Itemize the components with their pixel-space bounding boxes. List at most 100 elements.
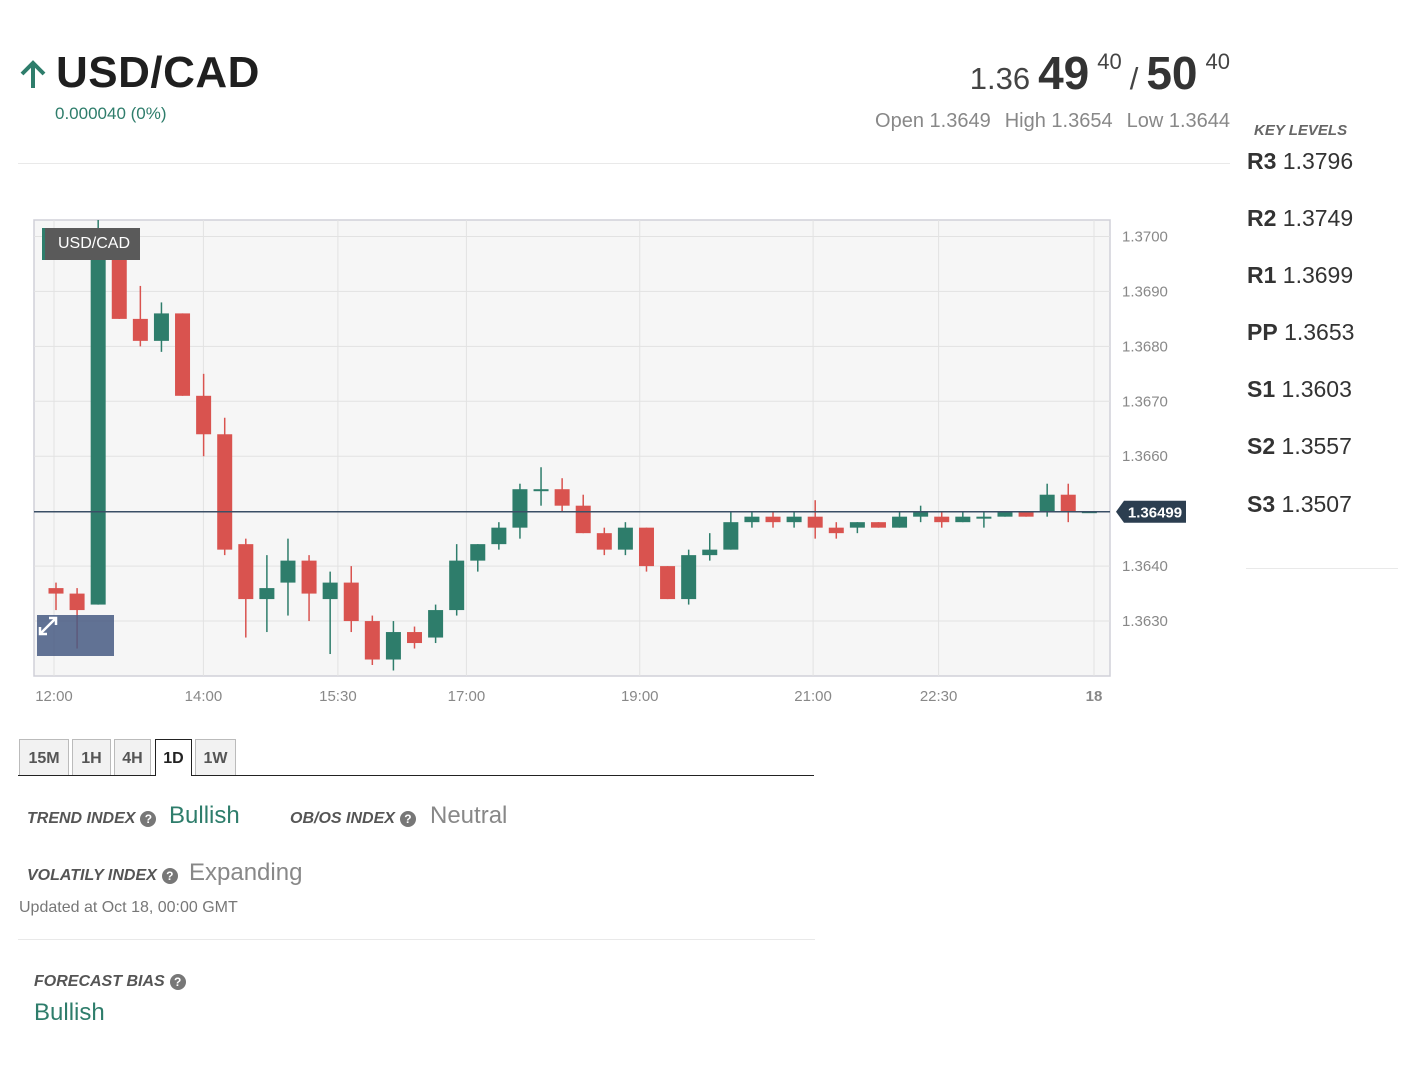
candle-down — [407, 632, 423, 644]
bid-prefix: 1.36 — [969, 61, 1031, 96]
timeframe-tabs: 15M 1H 4H 1D 1W — [18, 739, 814, 776]
candle-up — [322, 582, 338, 600]
candlestick-chart-svg[interactable]: 1.3700 1.3690 1.3680 1.3670 1.3660 1.3640 1.36… — [18, 210, 1218, 720]
candle-up — [449, 560, 465, 611]
candle-up — [786, 516, 802, 523]
candle-up — [681, 555, 697, 600]
candle-down — [1060, 494, 1076, 512]
candle-up — [702, 549, 718, 556]
key-level-r1: R1 1.3699 — [1247, 262, 1353, 289]
x-tick-label: 14:00 — [185, 688, 223, 705]
key-level-value: 1.3796 — [1282, 148, 1354, 174]
candle-up — [744, 516, 760, 523]
candle-down — [48, 588, 64, 594]
candle-down — [132, 318, 148, 341]
candle-up — [428, 610, 444, 638]
candle-down — [660, 566, 676, 600]
key-level-s2: S2 1.3557 — [1247, 433, 1352, 460]
candle-down — [807, 516, 823, 528]
key-level-name: S1 — [1247, 376, 1276, 402]
current-price-label: 1.36499 — [1128, 505, 1182, 522]
obos-index-value: Neutral — [430, 802, 508, 829]
candle-down — [596, 533, 612, 550]
forecast-bias-text: FORECAST BIAS — [34, 973, 165, 990]
candle-up — [259, 588, 275, 600]
candle-down — [175, 313, 191, 396]
key-level-name: R2 — [1247, 205, 1277, 231]
trend-index-value: Bullish — [169, 802, 240, 829]
forecast-bias-label: FORECAST BIAS ? — [34, 973, 186, 991]
help-icon[interactable]: ? — [169, 974, 186, 990]
current-price-tag — [1116, 500, 1186, 523]
y-tick-label: 1.3690 — [1122, 283, 1168, 300]
bid-fraction: 40 — [1097, 49, 1122, 74]
candle-down — [217, 434, 233, 550]
instrument-header: USD/CAD 0.000040 (0%) 1.36 49 40 / 50 40… — [18, 40, 1230, 164]
x-tick-label: 22:30 — [920, 688, 958, 705]
key-level-name: R1 — [1247, 262, 1277, 288]
open-high-low: Open 1.3649 High 1.3654 Low 1.3644 — [861, 110, 1230, 133]
x-tick-label: 12:00 — [35, 688, 73, 705]
tab-1w[interactable]: 1W — [195, 739, 236, 775]
help-icon[interactable]: ? — [161, 868, 178, 884]
high-value: High 1.3654 — [1004, 110, 1113, 132]
y-tick-label: 1.3630 — [1122, 613, 1168, 630]
help-icon[interactable]: ? — [140, 811, 157, 827]
chart-symbol-label: USD/CAD — [42, 228, 141, 260]
volatility-index-value: Expanding — [189, 859, 303, 886]
key-level-pp: PP 1.3653 — [1247, 319, 1354, 346]
key-level-s3: S3 1.3507 — [1247, 491, 1352, 518]
forecast-bias-value: Bullish — [34, 999, 105, 1026]
candle-down — [69, 593, 85, 611]
candle-down — [238, 544, 254, 600]
candle-down — [343, 582, 359, 622]
tab-1h[interactable]: 1H — [72, 739, 111, 775]
candle-up — [617, 527, 633, 550]
candle-up — [385, 632, 401, 660]
key-level-name: S3 — [1247, 491, 1276, 517]
y-tick-label: 1.3680 — [1122, 338, 1168, 355]
candle-up — [470, 544, 486, 561]
candle-down — [828, 527, 844, 534]
key-level-r2: R2 1.3749 — [1247, 205, 1353, 232]
x-tick-label: 18 — [1086, 688, 1103, 705]
key-level-name: R3 — [1247, 148, 1277, 174]
key-level-name: S2 — [1247, 433, 1276, 459]
candle-up — [491, 527, 507, 545]
key-level-value: 1.3749 — [1282, 205, 1354, 231]
candle-down — [196, 395, 212, 435]
candle-down — [575, 505, 591, 534]
tab-4h[interactable]: 4H — [114, 739, 151, 775]
key-level-r3: R3 1.3796 — [1247, 148, 1353, 175]
tab-1d[interactable]: 1D — [155, 739, 192, 776]
key-level-value: 1.3699 — [1282, 262, 1354, 288]
candle-down — [1018, 511, 1034, 517]
tab-15m[interactable]: 15M — [19, 739, 69, 775]
candle-up — [512, 489, 528, 528]
ask-fraction: 40 — [1205, 49, 1230, 74]
key-levels-panel: KEY LEVELS R3 1.3796 R2 1.3749 R1 1.3699… — [1246, 120, 1398, 569]
volatility-index-label: VOLATILY INDEX ? — [27, 867, 178, 885]
candle-up — [533, 489, 549, 492]
price-chart[interactable]: 1.3700 1.3690 1.3680 1.3670 1.3660 1.3640 1.36… — [18, 210, 1218, 720]
quote-separator: / — [1129, 61, 1139, 96]
candle-down — [870, 522, 886, 528]
candle-up — [913, 511, 929, 517]
volatility-index-text: VOLATILY INDEX — [27, 867, 157, 884]
arrow-up-icon — [20, 60, 46, 88]
candle-up — [955, 516, 971, 523]
y-tick-label: 1.3640 — [1122, 558, 1168, 575]
key-level-value: 1.3557 — [1281, 433, 1352, 459]
x-tick-label: 19:00 — [621, 688, 659, 705]
candle-down — [638, 527, 654, 567]
key-level-s1: S1 1.3603 — [1247, 376, 1352, 403]
key-level-value: 1.3653 — [1284, 319, 1355, 345]
candle-up — [1039, 494, 1055, 512]
bid-ask-quote: 1.36 49 40 / 50 40 — [970, 46, 1230, 100]
updated-timestamp: Updated at Oct 18, 00:00 GMT — [19, 899, 238, 916]
y-tick-label: 1.3670 — [1122, 393, 1168, 410]
x-tick-label: 15:30 — [319, 688, 357, 705]
help-icon[interactable]: ? — [399, 811, 416, 827]
candle-up — [153, 313, 169, 341]
expand-chart-button[interactable] — [37, 615, 114, 656]
